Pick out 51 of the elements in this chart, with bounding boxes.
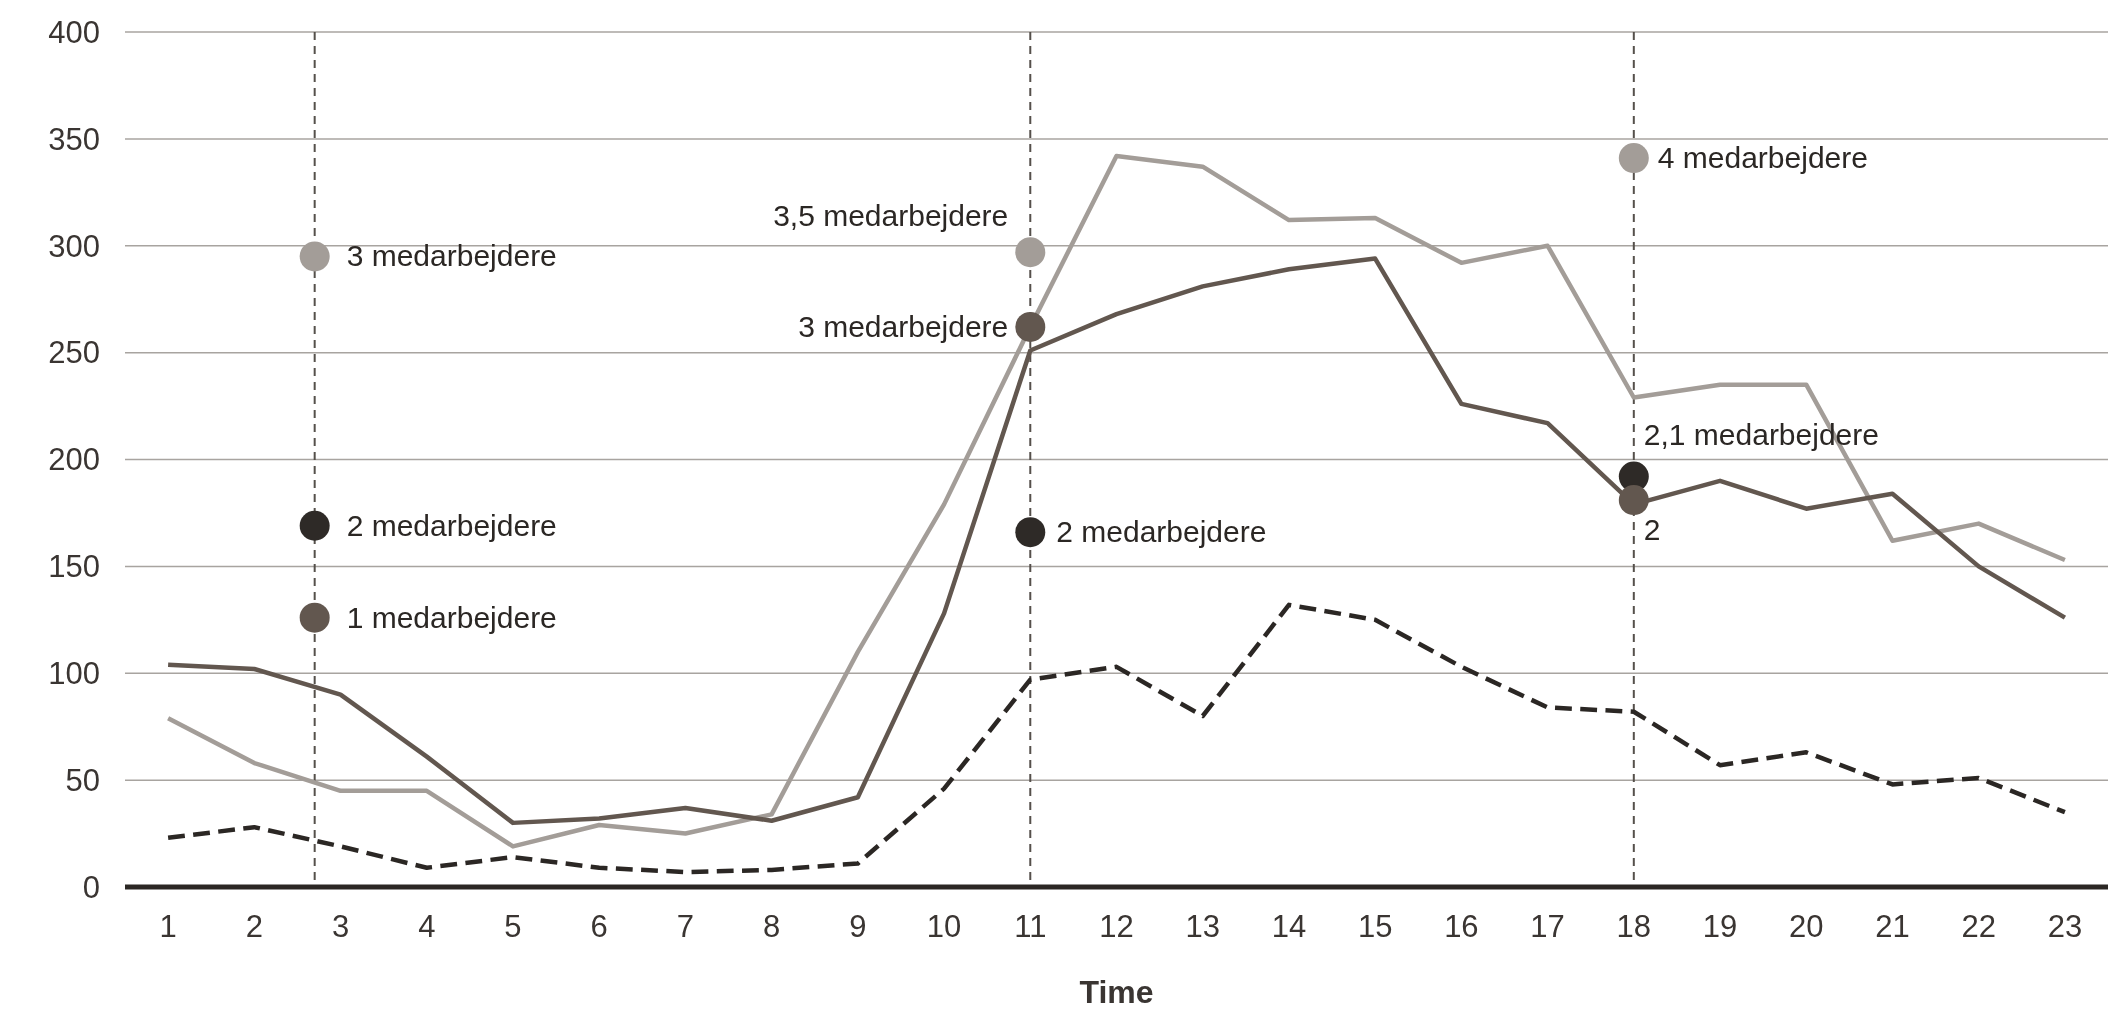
y-tick-label: 400: [48, 14, 100, 50]
point: [299, 510, 330, 541]
x-tick-label: 10: [926, 909, 962, 944]
x-tick-label: 16: [1444, 909, 1479, 944]
y-tick-label: 50: [65, 762, 100, 798]
x-tick-label: 4: [418, 909, 436, 944]
x-axis-title: Time: [1079, 974, 1154, 1010]
x-tick-label: 6: [590, 909, 608, 944]
y-tick-label: 350: [48, 121, 100, 157]
annotation: 3 medarbejdere: [798, 309, 1009, 343]
annotation: 2,1 medarbejdere: [1643, 417, 1879, 451]
x-tick-label: 9: [849, 909, 867, 944]
point: [1015, 311, 1046, 342]
annotation: 4 medarbejdere: [1657, 141, 1868, 175]
x-tick-label: 17: [1530, 909, 1565, 944]
x-tick-label: 18: [1616, 909, 1652, 944]
point: [299, 602, 330, 633]
x-tick-label: 2: [245, 909, 263, 944]
x-tick-label: 21: [1875, 909, 1910, 944]
annotation: 3 medarbejdere: [346, 239, 557, 273]
point: [1015, 517, 1046, 548]
x-tick-label: 15: [1357, 909, 1393, 944]
y-tick-label: 0: [82, 869, 100, 905]
annotation: 2 medarbejdere: [1056, 515, 1267, 549]
annotation: 1 medarbejdere: [346, 600, 557, 634]
x-tick-label: 23: [2047, 909, 2083, 944]
y-tick-label: 150: [48, 549, 100, 585]
line-series: [165, 602, 2068, 875]
x-tick-label: 7: [676, 909, 695, 944]
x-tick-label: 11: [1014, 909, 1047, 944]
y-tick-label: 200: [48, 442, 100, 478]
x-tick-label: 14: [1271, 909, 1307, 944]
x-tick-label: 1: [159, 909, 177, 944]
x-tick-label: 3: [331, 909, 350, 944]
x-tick-label: 8: [763, 909, 781, 944]
point: [1618, 485, 1649, 516]
annotation: 2 medarbejdere: [346, 508, 557, 542]
point: [1015, 237, 1046, 268]
x-tick-label: 19: [1702, 909, 1738, 944]
x-tick-label: 12: [1099, 909, 1134, 944]
x-tick-label: 13: [1185, 909, 1220, 944]
x-tick-label: 5: [504, 909, 522, 944]
y-tick-label: 300: [48, 228, 100, 264]
x-tick-label: 22: [1961, 909, 1996, 944]
annotation: 3,5 medarbejdere: [773, 199, 1009, 233]
point: [1618, 143, 1649, 174]
point: [299, 241, 330, 272]
x-tick-label: 20: [1789, 909, 1824, 944]
y-tick-label: 250: [48, 335, 100, 371]
y-tick-label: 100: [48, 656, 100, 692]
annotation: 2: [1643, 513, 1661, 547]
